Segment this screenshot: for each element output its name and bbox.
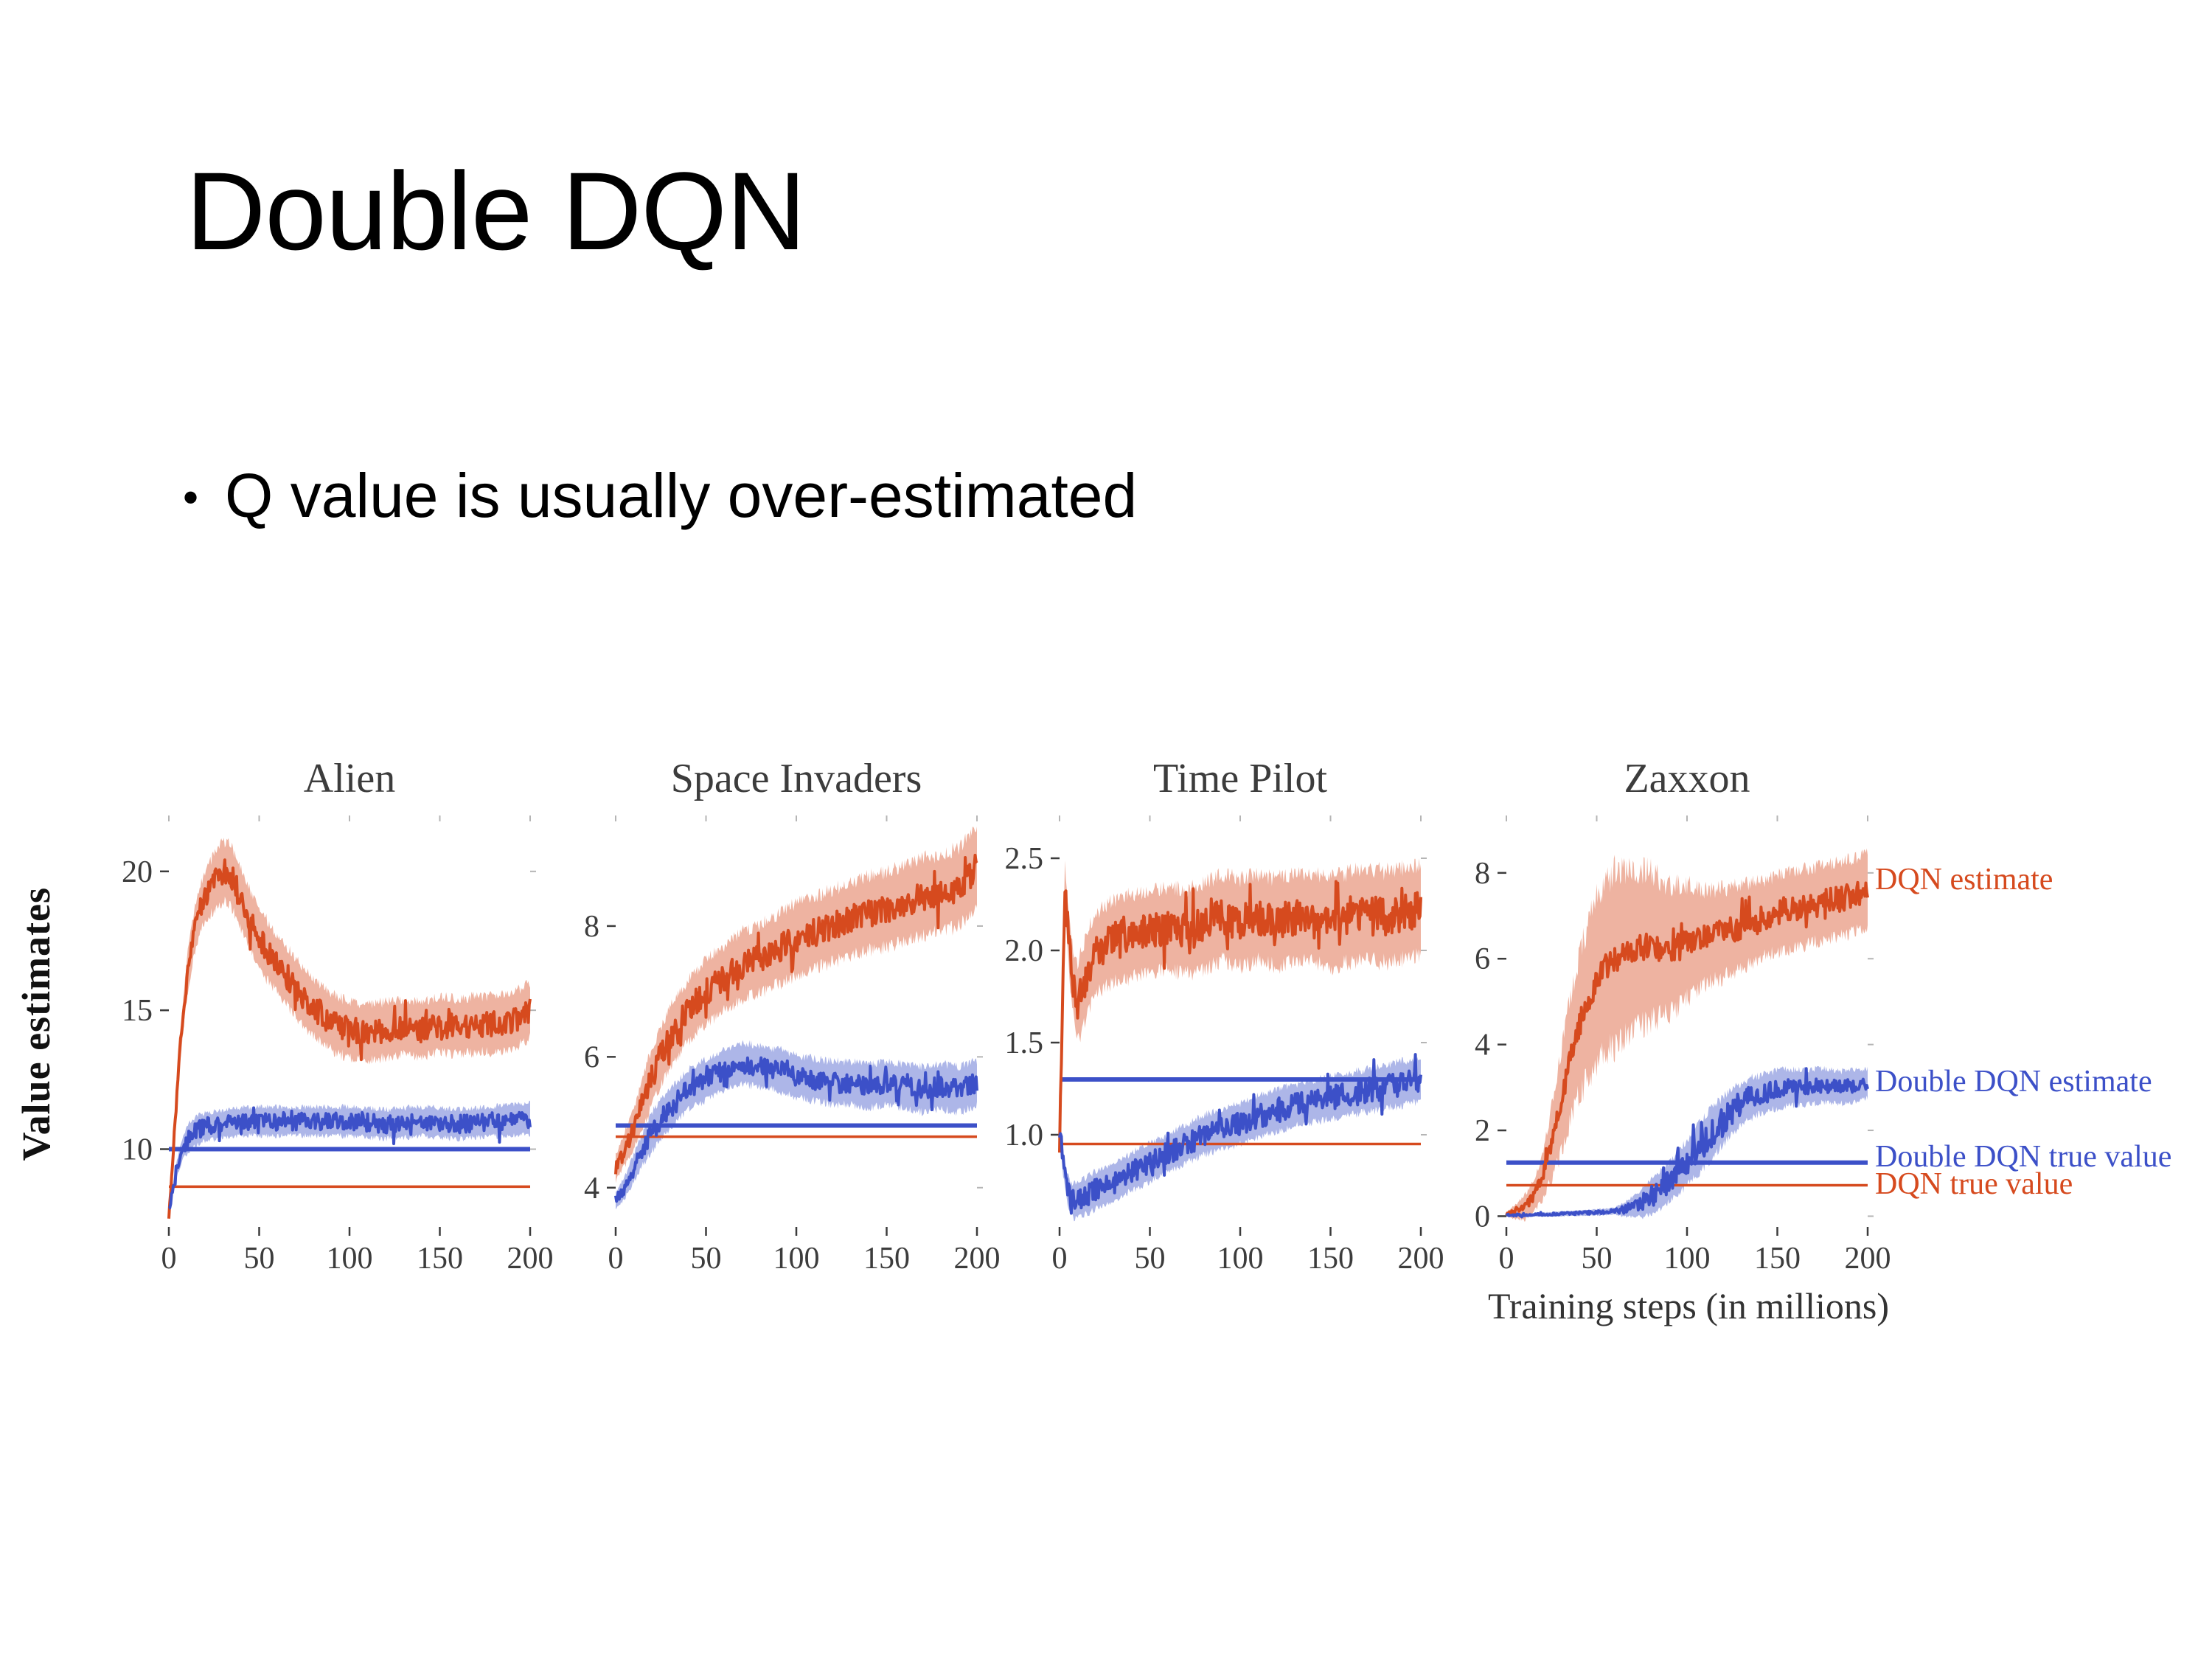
x-tick-label: 100 <box>773 1242 820 1276</box>
plot-alien-canvas: Alien 0 50 100 150 200 10 15 20 <box>122 756 554 1276</box>
bullet-text: Q value is usually over-estimated <box>225 461 1138 530</box>
x-tick-label: 150 <box>417 1242 463 1276</box>
legend-dqn-estimate: DQN estimate <box>1875 863 2053 897</box>
plot-title: Alien <box>304 756 395 801</box>
x-tick-label: 150 <box>1307 1242 1354 1276</box>
plot-alien: Alien 0 50 100 150 200 10 15 20 <box>102 751 560 1290</box>
plot-time-pilot-canvas: Time Pilot 0 50 100 150 200 1.0 1.5 2.0 2.5 <box>1005 756 1444 1276</box>
x-tick-label: 100 <box>1217 1242 1264 1276</box>
dqn-estimate-band <box>1506 848 1868 1222</box>
y-tick-label: 6 <box>584 1040 599 1074</box>
x-tick-label: 200 <box>1845 1242 1891 1276</box>
y-tick-label: 2.0 <box>1005 934 1044 968</box>
plot-space-invaders-canvas: Space Invaders 0 50 100 150 200 4 6 8 <box>584 756 1001 1276</box>
x-tick-label: 0 <box>161 1242 177 1276</box>
dqn-estimate-line <box>1058 880 1422 1153</box>
dqn-estimate-band <box>616 826 977 1183</box>
x-tick-label: 150 <box>863 1242 910 1276</box>
plot-zaxxon-canvas: Zaxxon 0 50 100 150 200 0 2 4 6 8 <box>1475 756 1891 1276</box>
x-tick-label: 0 <box>1052 1242 1068 1276</box>
legend-double-dqn-true-value: Double DQN true value <box>1875 1140 2172 1174</box>
x-tick-label: 50 <box>691 1242 722 1276</box>
plot-space-invaders: Space Invaders 0 50 100 150 200 4 6 8 <box>549 751 1006 1290</box>
dqn-estimate-line <box>614 853 978 1175</box>
x-tick-label: 100 <box>1664 1242 1711 1276</box>
y-tick-label: 8 <box>1475 857 1490 891</box>
y-tick-label: 4 <box>584 1172 599 1206</box>
x-tick-label: 200 <box>507 1242 554 1276</box>
double-dqn-estimate-line <box>1505 1067 1869 1219</box>
plot-title: Space Invaders <box>671 756 922 801</box>
x-tick-label: 200 <box>1398 1242 1444 1276</box>
y-tick-label: 20 <box>122 855 153 889</box>
double-dqn-estimate-line <box>1058 1053 1422 1215</box>
plot-title: Zaxxon <box>1624 756 1750 801</box>
x-tick-label: 50 <box>1135 1242 1166 1276</box>
plot-title: Time Pilot <box>1153 756 1327 801</box>
x-tick-label: 0 <box>608 1242 624 1276</box>
y-axis-label: Value estimates <box>14 887 58 1161</box>
y-tick-label: 0 <box>1475 1200 1490 1234</box>
bullet-item: • Q value is usually over-estimated <box>183 460 1137 532</box>
y-tick-label: 6 <box>1475 942 1490 976</box>
x-tick-label: 50 <box>1582 1242 1613 1276</box>
plot-zaxxon: Zaxxon 0 50 100 150 200 0 2 4 6 8 <box>1440 751 1897 1290</box>
plot-time-pilot: Time Pilot 0 50 100 150 200 1.0 1.5 2.0 2.5 <box>993 751 1450 1290</box>
x-tick-label: 0 <box>1499 1242 1514 1276</box>
y-tick-label: 4 <box>1475 1029 1490 1062</box>
y-tick-label: 10 <box>122 1133 153 1167</box>
double-dqn-estimate-line <box>168 1106 532 1210</box>
double-dqn-estimate-band <box>1506 1065 1868 1220</box>
y-tick-label: 2.5 <box>1005 842 1044 876</box>
x-tick-label: 100 <box>327 1242 373 1276</box>
bullet-marker-icon: • <box>183 473 199 522</box>
x-tick-label: 150 <box>1754 1242 1801 1276</box>
x-tick-label: 50 <box>244 1242 275 1276</box>
y-tick-label: 1.5 <box>1005 1026 1044 1060</box>
y-axis-label-wrap: Value estimates <box>3 821 69 1227</box>
double-dqn-estimate-line <box>614 1056 978 1203</box>
y-tick-label: 1.0 <box>1005 1119 1044 1152</box>
x-tick-label: 200 <box>954 1242 1001 1276</box>
slide-title: Double DQN <box>186 149 806 273</box>
dqn-estimate-line <box>167 858 532 1219</box>
y-tick-label: 2 <box>1475 1114 1490 1148</box>
dqn-estimate-line <box>1505 880 1869 1217</box>
y-tick-label: 15 <box>122 994 153 1028</box>
legend-dqn-true-value: DQN true value <box>1875 1167 2073 1201</box>
x-axis-label: Training steps (in millions) <box>1487 1285 1890 1326</box>
legend-double-dqn-estimate: Double DQN estimate <box>1875 1065 2152 1099</box>
y-tick-label: 8 <box>584 910 599 944</box>
